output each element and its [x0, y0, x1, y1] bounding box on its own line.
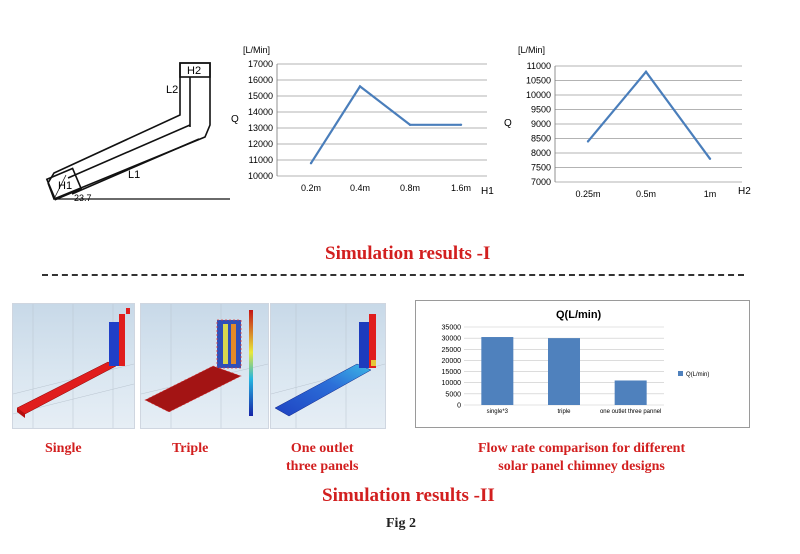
x-tick-label: 0.4m	[350, 183, 370, 193]
y-unit-label: [L/Min]	[243, 45, 270, 55]
results-1-title: Simulation results -I	[325, 243, 491, 264]
line-chart-h1: [L/Min] Q H1 10000 11000 12000 13000 14000 15…	[231, 45, 494, 197]
y-tick-label: 15000	[248, 91, 273, 101]
line-chart-h2: [L/Min] Q H2 7000 7500 8000 8500 9000 9500 100…	[504, 45, 751, 199]
x-axis-label: H1	[481, 186, 494, 197]
y-tick-label: 11000	[527, 61, 551, 71]
x-tick-label: 0.8m	[400, 183, 420, 193]
y-tick-label: 10000	[526, 90, 551, 100]
legend-swatch	[678, 371, 683, 376]
y-tick-label: 9000	[531, 119, 551, 129]
caption-flow-line2: solar panel chimney designs	[498, 459, 665, 474]
caption-flow-line1: Flow rate comparison for different	[478, 441, 686, 456]
figure-label: Fig 2	[386, 516, 416, 531]
simulation-render-single	[12, 303, 135, 429]
l2-label: L2	[166, 84, 178, 96]
bar-chart-panel: Q(L/min) 0 5000 10000 15000 20000 25000 30000 3…	[415, 300, 750, 428]
y-axis-label: Q	[504, 118, 512, 129]
chimney-geometry-sketch: H2 L2 L1 H1 23.7	[45, 62, 230, 203]
x-tick-label: 0.25m	[575, 189, 600, 199]
y-tick-label: 20000	[442, 358, 462, 365]
y-tick-label: 10000	[248, 171, 273, 181]
x-axis-label: H2	[738, 186, 751, 197]
y-tick-label: 11000	[249, 155, 273, 165]
simulation-render-one-outlet	[270, 303, 386, 429]
legend-label: Q(L/min)	[686, 372, 709, 378]
h1-box	[45, 167, 83, 201]
bar-chart: Q(L/min) 0 5000 10000 15000 20000 25000 30000 3…	[442, 309, 710, 415]
results-2-title: Simulation results -II	[322, 485, 495, 506]
y-tick-label: 0	[457, 403, 461, 410]
x-tick-label: one outlet three pannel	[600, 409, 661, 415]
simulation-render-triple	[140, 303, 269, 429]
y-unit-label: [L/Min]	[518, 45, 545, 55]
h1-label: H1	[58, 180, 72, 192]
series-line	[587, 70, 711, 160]
series-line	[310, 84, 461, 164]
y-tick-label: 12000	[248, 139, 273, 149]
l1-label: L1	[128, 169, 140, 181]
caption-triple: Triple	[172, 441, 209, 456]
y-tick-label: 15000	[442, 369, 462, 376]
x-tick-label: 1.6m	[451, 183, 471, 193]
y-tick-label: 25000	[442, 347, 462, 354]
caption-flow-comparison: Flow rate comparison for different solar…	[478, 440, 685, 476]
section-divider	[42, 274, 744, 276]
data-point	[644, 70, 648, 73]
y-tick-label: 8500	[531, 134, 551, 144]
caption-one-outlet: One outlet three panels	[286, 440, 358, 476]
y-tick-label: 7000	[531, 177, 551, 187]
x-tick-label: single*3	[487, 409, 509, 415]
y-tick-label: 16000	[248, 75, 273, 85]
y-tick-label: 10000	[442, 380, 462, 387]
data-point	[459, 123, 463, 127]
y-tick-label: 17000	[248, 59, 273, 69]
data-point	[708, 157, 712, 160]
y-tick-label: 35000	[442, 325, 462, 332]
x-tick-label: 0.2m	[301, 183, 321, 193]
x-tick-label: 0.5m	[636, 189, 656, 199]
caption-single: Single	[45, 441, 82, 456]
y-tick-label: 9500	[531, 105, 551, 115]
h2-box	[179, 62, 211, 78]
caption-one-outlet-line2: three panels	[286, 459, 359, 474]
y-tick-label: 10500	[526, 76, 551, 86]
x-tick-label: triple	[557, 409, 571, 415]
caption-one-outlet-line1: One outlet	[290, 441, 354, 456]
y-tick-label: 14000	[248, 107, 273, 117]
x-tick-label: 1m	[704, 189, 717, 199]
data-point	[309, 162, 313, 165]
bar	[481, 337, 514, 405]
bar	[548, 338, 580, 405]
angle-label: 23.7	[74, 193, 92, 203]
y-tick-label: 5000	[445, 391, 461, 398]
h2-label: H2	[187, 65, 201, 77]
y-tick-label: 30000	[442, 336, 462, 343]
y-tick-label: 13000	[248, 123, 273, 133]
y-axis-label: Q	[231, 114, 239, 125]
y-tick-label: 7500	[531, 163, 551, 173]
bar	[614, 380, 647, 405]
y-tick-label: 8000	[531, 148, 551, 158]
bar-chart-title: Q(L/min)	[556, 309, 602, 321]
data-point	[358, 85, 362, 88]
data-point	[586, 140, 590, 143]
data-point	[408, 123, 412, 127]
